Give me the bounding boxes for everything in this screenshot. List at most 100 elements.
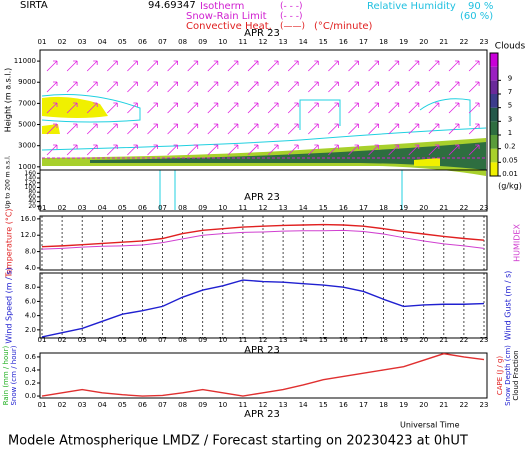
snow-rain-mark: (- - -): [280, 12, 303, 22]
y-axis-label: Rain (mm / hour): [2, 345, 10, 405]
wind-arrow: [66, 81, 78, 93]
x-tick-label: 03: [78, 204, 87, 212]
wind-arrow: [328, 60, 339, 72]
wind-arrow: [247, 102, 259, 114]
x-tick-label: 18: [379, 336, 388, 344]
x-tick-label: 09: [198, 204, 207, 212]
y-tick-label: 3000: [18, 142, 36, 150]
wind-arrow: [127, 123, 138, 135]
wind-arrow: [388, 144, 400, 156]
wind-arrow: [147, 102, 158, 114]
y-tick-label: 100: [25, 184, 37, 191]
wind-arrow: [328, 123, 339, 135]
cloud-area: [42, 96, 108, 118]
wind-arrow: [167, 81, 178, 93]
x-tick-label: 05: [118, 401, 127, 409]
colorbar-label: 1: [508, 129, 512, 137]
x-tick-label: 11: [238, 401, 247, 409]
wind-arrow: [388, 102, 400, 114]
y-tick-label: 1000: [18, 163, 36, 171]
y-tick-label: 9000: [18, 78, 36, 86]
panel-frame: [39, 49, 488, 212]
wind-arrow: [428, 144, 440, 156]
wind-arrow: [308, 123, 319, 135]
wind-arrow: [348, 81, 359, 93]
y-axis-label: Temperature (°C): [5, 208, 14, 278]
wind-arrow: [147, 81, 158, 93]
wind-arrow: [408, 102, 420, 114]
x-tick-label: 03: [78, 401, 87, 409]
x-tick-label: 01: [38, 336, 47, 344]
wind-arrow: [287, 102, 299, 114]
wind-arrow: [428, 81, 440, 93]
x-tick-label: 14: [299, 204, 308, 212]
wind-arrow: [348, 123, 359, 135]
x-tick-label: 11: [238, 336, 247, 344]
y-tick-label: 4.0: [25, 312, 36, 320]
wind-arrow: [468, 102, 480, 114]
colorbar-band: [490, 135, 498, 149]
wind-arrow: [468, 123, 480, 135]
cloud-area: [414, 158, 440, 166]
x-tick-label: 02: [58, 336, 67, 344]
colorbar-label: 5: [508, 102, 512, 110]
x-tick-label: 21: [439, 38, 448, 46]
y-tick-label: 7000: [18, 99, 36, 107]
wind-arrow: [207, 123, 219, 135]
y2-axis-label: Wind Gust (m / s): [504, 271, 513, 341]
wind-arrow: [127, 144, 138, 156]
wind-arrow: [267, 144, 279, 156]
colorbar-label: 9: [508, 74, 512, 82]
y-tick-label: 160: [25, 170, 37, 177]
x-tick-label: 12: [259, 336, 268, 344]
wind-arrow: [308, 81, 319, 93]
wind-arrow: [46, 60, 58, 72]
colorbar-band: [490, 107, 498, 122]
colorbar-band: [490, 80, 498, 94]
wind-arrow: [187, 102, 199, 114]
wind-arrow: [227, 60, 239, 72]
x-tick-label: 09: [198, 38, 207, 46]
x-tick-label: 08: [178, 204, 187, 212]
y-tick-label: 8.0: [25, 248, 36, 256]
y-tick-label: 5000: [18, 121, 36, 129]
rh-contour: [299, 99, 341, 130]
x-tick-label: 15: [319, 336, 328, 344]
wind-arrow: [348, 102, 359, 114]
wind-arrow: [187, 123, 199, 135]
x-tick-label: 04: [98, 336, 107, 344]
x-tick-label: 04: [98, 204, 107, 212]
wind-arrow: [46, 123, 58, 135]
wind-arrow: [187, 81, 199, 93]
x-tick-label: 15: [319, 38, 328, 46]
y-tick-label: 40: [28, 198, 36, 205]
x-tick-label: 16: [339, 401, 348, 409]
x-tick-label: 06: [138, 401, 147, 409]
y-tick-label: 12.0: [20, 231, 36, 239]
series-line: [41, 223, 485, 248]
wind-arrow: [86, 144, 98, 156]
wind-arrow: [66, 123, 78, 135]
series-line: [41, 352, 485, 397]
x-tick-label: 16: [339, 38, 348, 46]
wind-arrow: [348, 60, 359, 72]
wind-arrow: [348, 144, 359, 156]
wind-arrow: [408, 81, 420, 93]
x-tick-label: 20: [419, 38, 428, 46]
x-tick-label: 15: [319, 401, 328, 409]
x-tick-label: 11: [238, 204, 247, 212]
x-tick-label: 14: [299, 336, 308, 344]
wind-arrow: [86, 81, 98, 93]
wind-arrow: [448, 144, 460, 156]
x-tick-label: 07: [158, 204, 167, 212]
series-line: [41, 229, 485, 250]
wind-arrow: [207, 144, 219, 156]
x-tick-label: 02: [58, 401, 67, 409]
x-tick-label: 05: [118, 204, 127, 212]
y-tick-label: 6.0: [25, 297, 36, 305]
x-tick-label: 13: [279, 38, 288, 46]
wind-arrow: [86, 60, 98, 72]
cloud-field: [41, 94, 487, 210]
